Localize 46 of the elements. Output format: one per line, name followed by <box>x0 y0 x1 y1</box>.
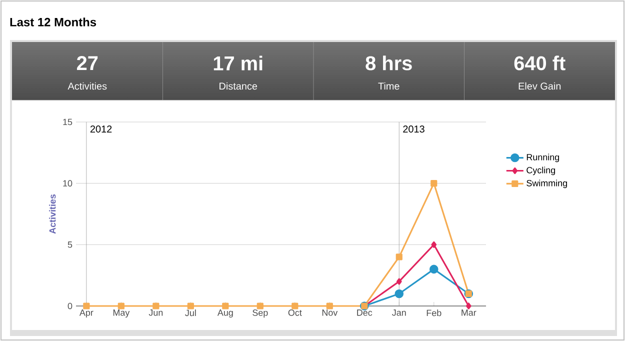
point <box>429 264 438 274</box>
text: 27 <box>76 56 98 70</box>
y-tick-label: 5 <box>68 242 72 248</box>
text: 17 mi <box>214 56 262 70</box>
legend-label: Cycling <box>526 166 556 176</box>
x-tick-label: Mar <box>462 310 476 316</box>
x-tick-label: Jun <box>148 310 163 316</box>
x-tick-label: Feb <box>426 310 442 316</box>
x-tick-label: Sep <box>252 310 268 318</box>
text: 8 hrs <box>366 56 412 70</box>
point <box>396 278 402 285</box>
x-tick-label: Jul <box>185 310 196 316</box>
point <box>431 241 437 248</box>
y-tick-label: 15 <box>63 118 72 126</box>
text: Time <box>378 82 400 90</box>
x-tick-label: Apr <box>79 310 94 318</box>
x-tick-label: May <box>113 310 130 318</box>
point <box>466 302 472 310</box>
point <box>222 302 229 310</box>
text: Activities <box>68 82 107 90</box>
point <box>152 302 160 310</box>
point <box>256 302 264 310</box>
point <box>396 254 402 260</box>
point <box>83 302 90 310</box>
y-tick-label: 0 <box>68 302 72 310</box>
legend-label: Running <box>526 154 560 162</box>
point <box>187 302 194 310</box>
text: Distance <box>220 82 258 90</box>
y-tick-label: 10 <box>63 180 72 187</box>
x-tick-label: Dec <box>357 310 372 316</box>
point <box>292 302 298 310</box>
legend-label: Swimming <box>526 180 567 188</box>
text: Elev Gain <box>518 82 561 90</box>
point <box>118 302 124 310</box>
ref-line-label: 2012 <box>90 126 112 133</box>
point <box>326 302 333 310</box>
x-tick-label: Aug <box>217 310 233 318</box>
y-axis-title: Activities <box>49 194 56 234</box>
ref-line-label: 2013 <box>403 126 424 133</box>
point <box>430 180 438 187</box>
x-tick-label: Nov <box>322 310 338 316</box>
text: 640 ft <box>514 56 566 70</box>
text: Last 12 Months <box>10 18 96 26</box>
x-tick-label: Jan <box>392 310 406 316</box>
point <box>394 289 404 298</box>
x-tick-label: Oct <box>288 310 302 316</box>
